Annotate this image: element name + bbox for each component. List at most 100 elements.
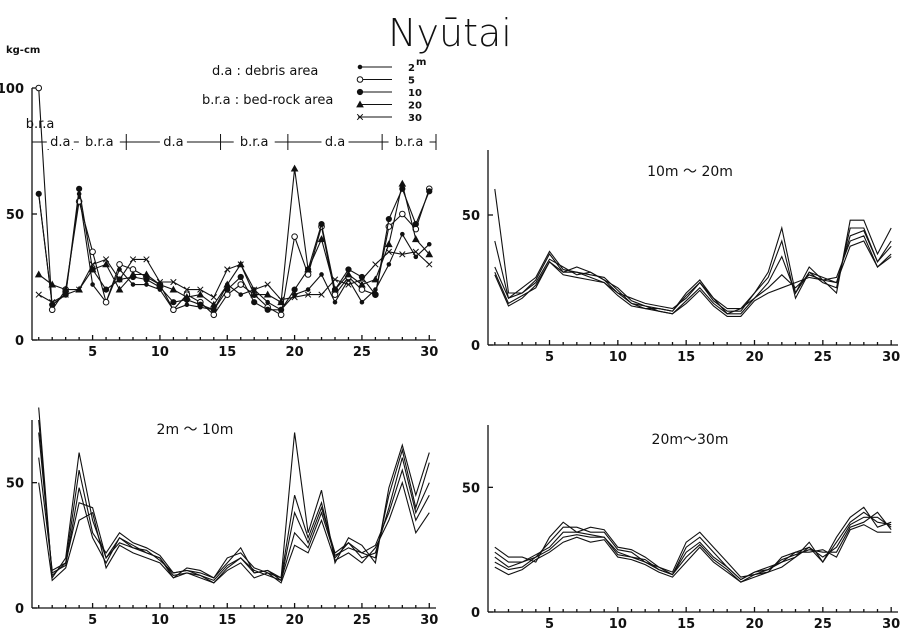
- y-tick-label: 50: [462, 209, 480, 224]
- x-tick-label: 20: [745, 350, 763, 365]
- series-line: [38, 457, 430, 584]
- x-tick-label: 20: [745, 617, 763, 628]
- zone-label: d.a: [163, 135, 183, 150]
- data-point: [75, 286, 83, 293]
- data-point: [292, 292, 297, 297]
- series-line: [494, 511, 892, 583]
- x-tick-label: 10: [151, 345, 169, 360]
- data-point: [237, 261, 244, 268]
- panel-bottom-right: 5 10 15 20 25 30 0 50 20m～30m: [462, 425, 900, 628]
- data-point: [304, 291, 312, 298]
- data-point: [358, 280, 366, 288]
- series-d: [38, 457, 430, 584]
- data-point: [331, 285, 339, 293]
- zone-label-bg: [321, 133, 349, 149]
- data-point: [130, 282, 136, 287]
- zone-label: d.a: [325, 135, 345, 150]
- data-point: [237, 273, 244, 281]
- data-point: [184, 302, 190, 308]
- figure-title: Nyūtai: [388, 11, 512, 55]
- data-point: [412, 220, 419, 228]
- series-line: [494, 235, 892, 315]
- x-tick-label: 25: [353, 613, 371, 628]
- data-point: [385, 248, 393, 255]
- data-point: [170, 278, 177, 286]
- data-point: [144, 282, 149, 287]
- series-c: [494, 229, 892, 315]
- data-point: [291, 233, 298, 240]
- x-tick-label: 20: [286, 345, 304, 360]
- x-tick-label: 5: [545, 617, 554, 628]
- data-point: [224, 266, 231, 273]
- data-point: [291, 286, 298, 293]
- zone-label-bg: [388, 133, 430, 149]
- data-point: [331, 276, 339, 283]
- legend: d.a : debris area b.r.a : bed-rock area …: [202, 57, 426, 124]
- legend-entry: 2m: [357, 57, 426, 74]
- panel-label: 10m ～ 20m: [647, 164, 733, 180]
- data-point: [251, 299, 258, 306]
- data-point: [238, 292, 244, 297]
- data-point: [426, 188, 433, 195]
- data-point: [170, 306, 177, 314]
- data-point: [209, 300, 218, 308]
- panel-top-right: 5 10 15 20 25 30 0 50 10m ～ 20m: [462, 150, 900, 365]
- legend-marker: [356, 113, 364, 121]
- legend-entry: 10: [356, 88, 422, 99]
- axes-bottom-left: [31, 420, 436, 609]
- x-tick-label: 25: [814, 617, 832, 628]
- data-point: [413, 254, 419, 260]
- data-point: [385, 215, 392, 223]
- panel-main: 5 10 15 20 25 30 0 50 100 b.r.a d.a b.r.a d.a b.r.a d.…: [0, 82, 438, 360]
- data-point: [263, 290, 272, 298]
- data-point: [102, 256, 110, 263]
- legend-label: 5: [408, 76, 415, 87]
- series-line: [494, 524, 892, 583]
- zone-label-bg: [159, 133, 187, 149]
- data-point: [319, 272, 324, 277]
- data-point: [129, 256, 137, 263]
- x-tick-label: 15: [677, 350, 695, 365]
- legend-label: 10: [408, 88, 422, 99]
- legend-marker: [356, 76, 364, 83]
- data-point: [344, 270, 353, 278]
- data-point: [210, 306, 217, 313]
- series-line: [38, 432, 430, 582]
- data-point: [345, 281, 352, 288]
- data-point: [102, 286, 110, 293]
- zone-label: b.r.a: [26, 117, 55, 132]
- series-line: [494, 240, 892, 317]
- y-tick-label: 0: [471, 339, 480, 354]
- series-line: [38, 187, 430, 311]
- zone-label: b.r.a: [395, 135, 424, 150]
- data-point: [265, 299, 270, 305]
- series-line: [494, 516, 892, 581]
- y-tick-label: 0: [15, 334, 24, 349]
- data-point: [237, 281, 245, 288]
- series-e: [38, 480, 430, 584]
- data-point: [116, 261, 123, 268]
- x-tick-label: 15: [218, 345, 236, 360]
- data-point: [183, 293, 191, 301]
- data-point: [251, 286, 258, 293]
- series-a: [494, 188, 892, 312]
- data-point: [48, 280, 57, 288]
- zone-label-bg: [233, 133, 275, 149]
- series-line: [494, 188, 892, 312]
- x-tick-label: 20: [286, 613, 304, 628]
- data-point: [426, 261, 433, 268]
- data-point: [425, 250, 434, 258]
- data-point: [399, 210, 406, 218]
- y-tick-label: 50: [6, 477, 24, 492]
- x-tick-label: 10: [609, 350, 627, 365]
- data-point: [196, 290, 205, 298]
- zone-band: b.r.a d.a b.r.a d.a b.r.a d.a b.r.a: [26, 117, 437, 150]
- data-point: [35, 84, 43, 92]
- data-point: [116, 276, 123, 283]
- data-point: [398, 179, 407, 187]
- data-point: [290, 164, 299, 172]
- series-d: [494, 235, 892, 315]
- data-point: [156, 278, 164, 286]
